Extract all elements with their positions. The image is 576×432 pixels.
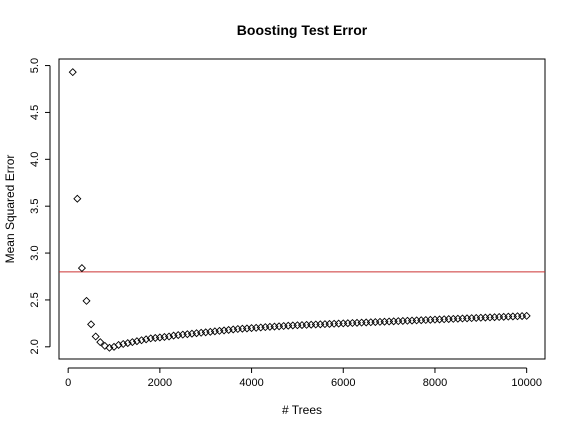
x-axis: 0 2000 4000 6000 8000 10000	[65, 367, 542, 389]
y-tick-label: 3.5	[29, 199, 41, 214]
y-tick-label: 4.5	[29, 105, 41, 120]
data-point	[132, 337, 141, 346]
x-tick-label: 2000	[148, 377, 172, 389]
data-point	[91, 332, 100, 341]
data-point	[82, 296, 91, 305]
data-point	[114, 340, 123, 349]
data-point	[96, 338, 105, 347]
data-point	[137, 336, 146, 345]
x-tick-label: 8000	[423, 377, 447, 389]
y-tick-label: 4.0	[29, 152, 41, 167]
y-axis: 2.0 2.5 3.0 3.5 4.0 4.5 5.0	[29, 58, 51, 354]
data-point	[165, 332, 174, 341]
data-point	[105, 343, 114, 352]
data-point	[123, 339, 132, 348]
y-tick-label: 2.0	[29, 339, 41, 354]
x-tick-label: 6000	[331, 377, 355, 389]
data-point	[119, 339, 128, 349]
data-point	[128, 338, 137, 347]
y-tick-label: 3.0	[29, 245, 41, 260]
data-point	[87, 320, 96, 329]
y-tick-label: 2.5	[29, 292, 41, 307]
x-tick-label: 0	[65, 377, 71, 389]
y-tick-label: 5.0	[29, 58, 41, 73]
data-points	[68, 68, 531, 352]
x-axis-label: # Trees	[282, 403, 322, 417]
data-point	[68, 68, 77, 77]
y-axis-label: Mean Squared Error	[3, 155, 17, 264]
x-tick-label: 4000	[239, 377, 263, 389]
x-tick-label: 10000	[511, 377, 542, 389]
data-point	[73, 194, 82, 203]
data-point	[522, 311, 531, 320]
chart-title: Boosting Test Error	[237, 22, 368, 38]
data-point	[77, 264, 86, 273]
data-point	[100, 341, 109, 350]
plot-frame	[58, 58, 546, 360]
data-point	[142, 335, 151, 344]
